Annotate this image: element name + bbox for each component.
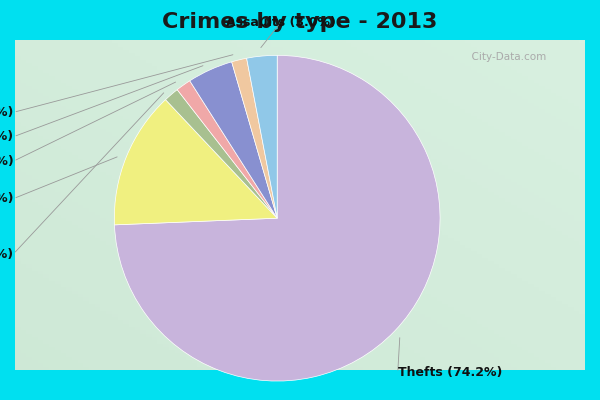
- Text: Assaults (3.0%): Assaults (3.0%): [226, 16, 335, 29]
- Text: Rapes (1.5%): Rapes (1.5%): [0, 155, 13, 168]
- Wedge shape: [190, 62, 277, 218]
- Text: Auto thefts (4.5%): Auto thefts (4.5%): [0, 130, 13, 143]
- Text: Robberies (1.5%): Robberies (1.5%): [0, 106, 13, 119]
- Wedge shape: [115, 55, 440, 381]
- Wedge shape: [115, 100, 277, 225]
- Text: Murders (1.5%): Murders (1.5%): [0, 248, 13, 260]
- Text: Burglaries (13.6%): Burglaries (13.6%): [0, 192, 13, 205]
- Wedge shape: [177, 81, 277, 218]
- Wedge shape: [247, 55, 277, 218]
- Wedge shape: [166, 90, 277, 218]
- Text: Thefts (74.2%): Thefts (74.2%): [398, 366, 502, 380]
- Text: City-Data.com: City-Data.com: [464, 52, 546, 62]
- Text: Crimes by type - 2013: Crimes by type - 2013: [163, 12, 437, 32]
- Wedge shape: [232, 58, 277, 218]
